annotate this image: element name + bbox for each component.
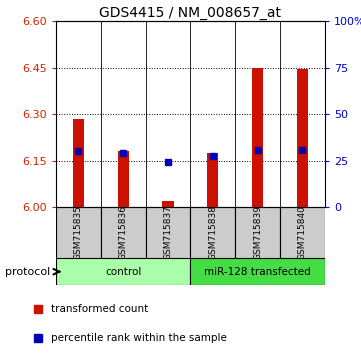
Text: GSM715839: GSM715839	[253, 205, 262, 260]
Bar	[235, 207, 280, 258]
Bar	[252, 68, 263, 207]
Bar	[101, 207, 145, 258]
Bar	[191, 258, 325, 285]
Bar	[207, 153, 218, 207]
Bar	[73, 119, 84, 207]
Text: GSM715840: GSM715840	[298, 205, 307, 260]
Title: GDS4415 / NM_008657_at: GDS4415 / NM_008657_at	[99, 6, 282, 20]
Text: transformed count: transformed count	[51, 304, 148, 314]
Text: GSM715835: GSM715835	[74, 205, 83, 260]
Bar	[56, 207, 101, 258]
Bar	[162, 201, 174, 207]
Bar	[297, 69, 308, 207]
Bar	[145, 207, 191, 258]
Text: control: control	[105, 267, 142, 277]
Text: percentile rank within the sample: percentile rank within the sample	[51, 333, 226, 343]
Text: GSM715837: GSM715837	[164, 205, 173, 260]
Bar	[280, 207, 325, 258]
Text: miR-128 transfected: miR-128 transfected	[204, 267, 311, 277]
Bar	[56, 258, 191, 285]
Text: GSM715836: GSM715836	[119, 205, 128, 260]
Bar	[118, 152, 129, 207]
Text: protocol: protocol	[5, 267, 51, 277]
Bar	[191, 207, 235, 258]
Text: GSM715838: GSM715838	[208, 205, 217, 260]
